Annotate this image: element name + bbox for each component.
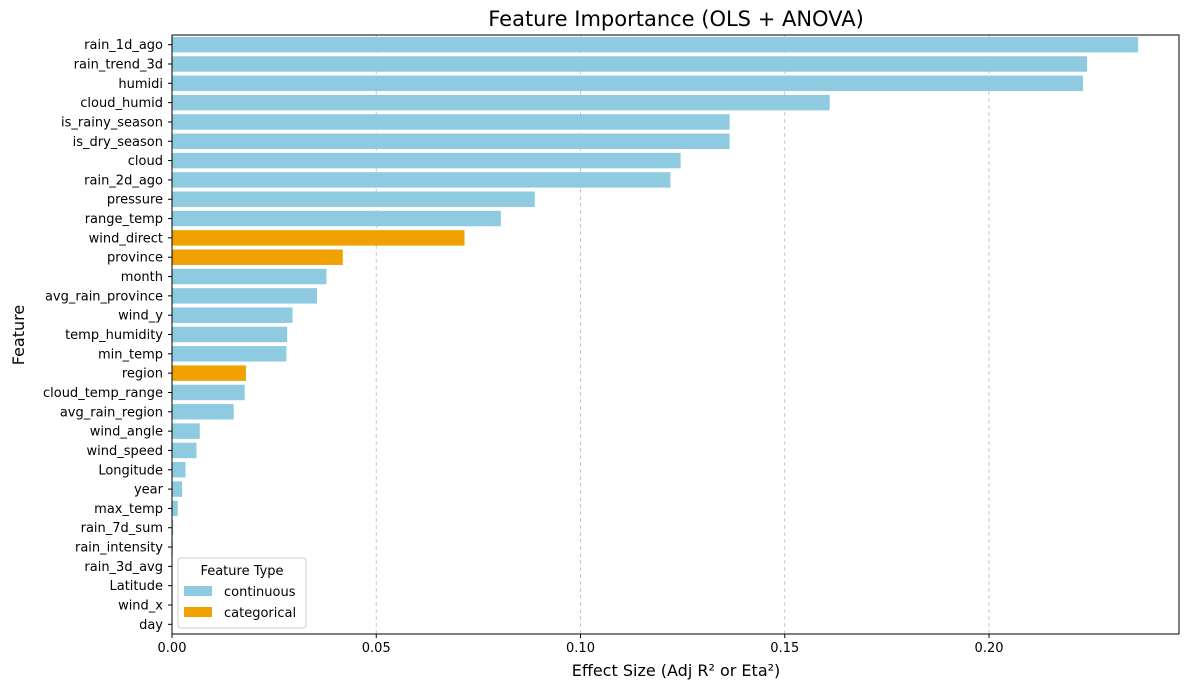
y-tick-label: rain_intensity — [75, 541, 163, 556]
bar-rain_2d_ago — [172, 172, 671, 188]
bar-wind_direct — [172, 230, 465, 246]
y-tick-label: wind_angle — [90, 425, 163, 440]
bar-rain_7d_sum — [172, 519, 174, 536]
y-tick-label: cloud_humid — [80, 96, 163, 111]
bar-cloud_temp_range — [172, 384, 245, 401]
bar-range_temp — [172, 210, 501, 227]
y-tick-label: avg_rain_province — [45, 289, 163, 304]
bar-Longitude — [172, 462, 186, 478]
bar-wind_angle — [172, 423, 200, 439]
y-tick-label: rain_1d_ago — [84, 38, 163, 53]
bar-avg_rain_region — [172, 404, 234, 420]
bar-cloud_humid — [172, 94, 830, 111]
y-tick-label: year — [134, 483, 164, 498]
y-tick-label: Latitude — [109, 579, 163, 594]
chart-title: Feature Importance (OLS + ANOVA) — [488, 7, 864, 31]
y-tick-label: is_dry_season — [73, 135, 163, 150]
x-tick-label: 0.05 — [362, 641, 391, 656]
legend-swatch-categorical — [184, 607, 212, 617]
bar-humidi — [172, 75, 1083, 92]
bar-max_temp — [172, 500, 178, 517]
y-tick-label: pressure — [107, 193, 163, 208]
y-tick-label: rain_7d_sum — [81, 521, 163, 536]
legend-title: Feature Type — [200, 564, 283, 579]
bar-pressure — [172, 191, 535, 207]
y-tick-label: avg_rain_region — [60, 405, 163, 420]
y-tick-label: is_rainy_season — [61, 115, 163, 130]
bar-wind_speed — [172, 442, 197, 459]
y-tick-label: rain_2d_ago — [84, 173, 163, 188]
bar-region — [172, 365, 246, 381]
y-tick-label: province — [107, 251, 163, 266]
y-tick-label: min_temp — [98, 347, 163, 362]
legend-label-continuous: continuous — [224, 585, 296, 600]
x-axis-label: Effect Size (Adj R² or Eta²) — [572, 661, 781, 680]
y-tick-label: wind_direct — [89, 231, 163, 246]
legend-label-categorical: categorical — [224, 606, 296, 621]
bars — [172, 36, 1139, 594]
x-tick-label: 0.10 — [566, 641, 595, 656]
legend-swatch-continuous — [184, 586, 212, 596]
bar-rain_1d_ago — [172, 36, 1139, 53]
bar-cloud — [172, 152, 681, 169]
bar-is_rainy_season — [172, 114, 730, 130]
y-tick-label: Longitude — [98, 463, 163, 478]
bar-province — [172, 249, 343, 265]
x-tick-label: 0.15 — [770, 641, 799, 656]
x-tick-label: 0.20 — [975, 641, 1004, 656]
y-tick-label: wind_x — [118, 599, 163, 614]
y-tick-label: range_temp — [85, 212, 163, 227]
y-tick-label: region — [122, 367, 163, 382]
y-tick-label: wind_speed — [86, 444, 163, 459]
bar-rain_trend_3d — [172, 56, 1088, 72]
bar-min_temp — [172, 346, 287, 362]
y-tick-label: temp_humidity — [65, 328, 163, 343]
bar-year — [172, 481, 183, 497]
bar-temp_humidity — [172, 326, 288, 343]
y-tick-label: wind_y — [118, 309, 163, 324]
x-tick-label: 0.00 — [158, 641, 187, 656]
bar-is_dry_season — [172, 133, 730, 150]
bar-month — [172, 268, 327, 285]
y-tick-label: rain_3d_avg — [84, 560, 163, 575]
y-tick-label: rain_trend_3d — [74, 57, 163, 72]
legend: Feature Type continuous categorical — [177, 557, 307, 629]
bar-wind_y — [172, 307, 293, 323]
bar-avg_rain_province — [172, 288, 318, 304]
y-tick-label: cloud — [128, 154, 163, 169]
y-tick-label: cloud_temp_range — [43, 386, 163, 401]
y-tick-label: humidi — [118, 77, 163, 92]
x-axis-ticks: 0.00 0.05 0.10 0.15 0.20 — [158, 634, 1004, 656]
y-axis-label: Feature — [9, 305, 28, 365]
y-tick-label: max_temp — [94, 502, 163, 517]
y-tick-label: month — [121, 270, 163, 285]
y-tick-label: day — [139, 618, 163, 633]
